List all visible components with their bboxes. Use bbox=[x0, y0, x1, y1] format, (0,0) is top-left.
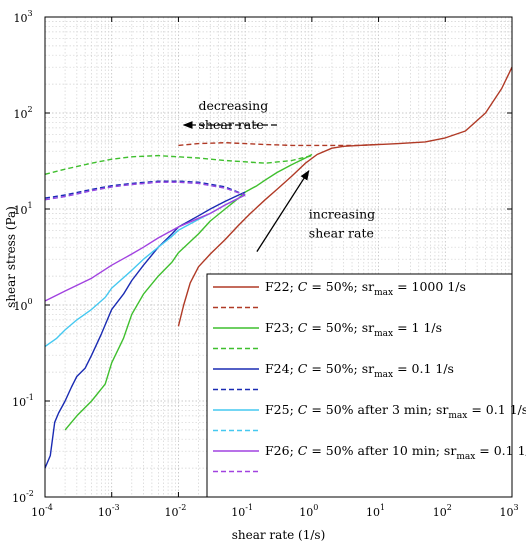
legend-label: F24; C = 50%; srmax = 0.1 1/s bbox=[265, 361, 454, 380]
y-tick-label: 102 bbox=[13, 105, 32, 121]
x-tick-label: 10-2 bbox=[165, 503, 187, 519]
x-axis-label: shear rate (1/s) bbox=[232, 528, 326, 542]
annotation-text: shear rate bbox=[309, 225, 374, 240]
annotation-layer: decreasing shear rate increasing shear rate bbox=[182, 98, 375, 252]
x-tick-label: 103 bbox=[499, 503, 518, 519]
series-line-0 bbox=[177, 66, 513, 327]
y-tick-label: 10-2 bbox=[12, 489, 34, 505]
legend: F22; C = 50%; srmax = 1000 1/s F23; C = 5… bbox=[206, 273, 526, 498]
legend-label: F25; C = 50% after 3 min; srmax = 0.1 1/… bbox=[265, 402, 526, 421]
series-line-2 bbox=[64, 153, 313, 431]
legend-label: F26; C = 50% after 10 min; srmax = 0.1 1… bbox=[265, 443, 526, 462]
x-tick-label: 10-1 bbox=[231, 503, 253, 519]
legend-box bbox=[206, 273, 513, 498]
series-line-1 bbox=[178, 142, 379, 147]
series-line-9 bbox=[44, 181, 246, 201]
x-tick-label: 101 bbox=[366, 503, 385, 519]
annotation-arrow-1 bbox=[256, 169, 310, 252]
series-line-8 bbox=[44, 194, 246, 302]
series-layer bbox=[44, 66, 513, 469]
y-tick-label: 10-1 bbox=[12, 393, 34, 409]
x-tick-label: 10-3 bbox=[98, 503, 120, 519]
y-tick-label: 103 bbox=[13, 9, 32, 25]
x-tick-label: 102 bbox=[433, 503, 452, 519]
series-line-5 bbox=[44, 180, 246, 199]
y-axis-label: shear stress (Pa) bbox=[4, 206, 18, 308]
annotation-text: increasing bbox=[309, 206, 375, 221]
series-line-4 bbox=[44, 191, 246, 469]
x-tick-label: 10-4 bbox=[31, 503, 53, 519]
legend-label: F22; C = 50%; srmax = 1000 1/s bbox=[265, 279, 466, 298]
legend-label: F23; C = 50%; srmax = 1 1/s bbox=[265, 320, 442, 339]
annotation-text: shear rate bbox=[199, 117, 264, 132]
x-tick-label: 100 bbox=[299, 503, 318, 519]
annotation-text: decreasing bbox=[199, 98, 269, 113]
